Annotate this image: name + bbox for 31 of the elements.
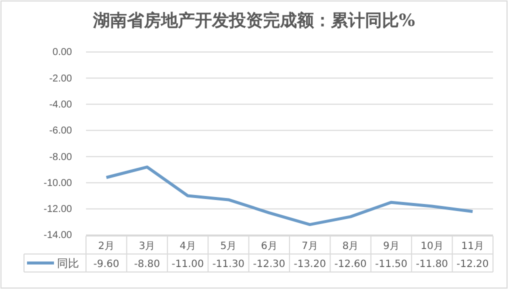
x-tick-label: 10月 [420, 241, 444, 252]
data-label: -12.20 [456, 259, 489, 270]
data-label: -11.00 [172, 259, 204, 270]
y-tick-label: -6.00 [49, 126, 72, 137]
data-label: -12.60 [334, 259, 367, 270]
legend-label: 同比 [57, 257, 79, 270]
x-tick-label: 2月 [98, 241, 115, 252]
data-label: -9.60 [93, 259, 120, 270]
x-tick-label: 8月 [342, 241, 359, 252]
x-tick-label: 6月 [260, 241, 278, 252]
data-label: -13.20 [294, 259, 326, 270]
x-tick-label: 3月 [138, 241, 156, 252]
x-tick-label: 9月 [383, 241, 400, 252]
x-tick-label: 4月 [180, 241, 196, 252]
y-tick-label: -2.00 [49, 73, 72, 84]
y-tick-label: -14.00 [44, 230, 72, 242]
data-label: -8.80 [134, 259, 160, 270]
y-tick-label: -10.00 [44, 178, 72, 189]
x-tick-label: 11月 [461, 241, 484, 252]
x-tick-label: 7月 [302, 241, 318, 252]
line-series [104, 166, 474, 226]
y-tick-label: 0.00 [52, 47, 72, 58]
data-label: -11.50 [375, 259, 408, 270]
data-label: -12.30 [253, 259, 286, 270]
chart-title: 湖南省房地产开发投资完成额：累计同比% [92, 11, 416, 31]
y-tick-label: -12.00 [44, 204, 72, 216]
y-tick-label: -4.00 [49, 99, 72, 110]
data-label: -11.30 [212, 259, 245, 270]
y-tick-label: -8.00 [49, 152, 72, 163]
data-label: -11.80 [416, 259, 448, 270]
x-tick-label: 5月 [220, 241, 237, 252]
